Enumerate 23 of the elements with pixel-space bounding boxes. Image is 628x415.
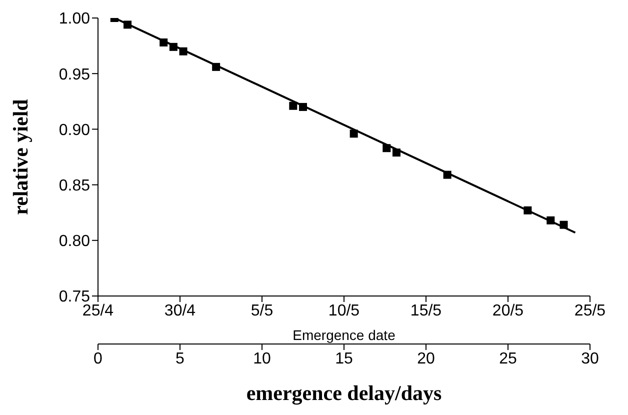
y-axis-title: relative yield: [8, 98, 32, 215]
x-tick-label: 20: [417, 350, 435, 368]
y-tick-label: 0.90: [58, 122, 90, 139]
x-tick-label: 0: [94, 350, 103, 368]
x-tick-label: 5: [176, 350, 185, 368]
point: [289, 102, 298, 110]
y-tick-label: 1.00: [58, 10, 90, 28]
x-tick-label: 30: [581, 350, 599, 368]
x2-tick-label: 20/5: [492, 302, 524, 320]
y-tick-label: 0.95: [58, 66, 90, 84]
y-tick-label: 0.85: [58, 177, 90, 194]
x2-tick-label: 25/4: [82, 302, 114, 320]
x-axis-title: emergence delay/days: [246, 381, 442, 405]
x-tick-label: 10: [253, 350, 271, 368]
x2-axis-title: Emergence date: [292, 327, 396, 343]
x-tick-label: 15: [335, 350, 353, 368]
x2-tick-label: 15/5: [410, 302, 442, 320]
x2-tick-label: 5/5: [250, 302, 274, 320]
x-tick-label: 25: [499, 350, 517, 368]
x2-tick-label: 10/5: [328, 302, 360, 320]
y-tick-label: 0.80: [58, 233, 90, 250]
x2-tick-label: 25/5: [574, 302, 606, 320]
x2-tick-label: 30/4: [164, 302, 196, 320]
